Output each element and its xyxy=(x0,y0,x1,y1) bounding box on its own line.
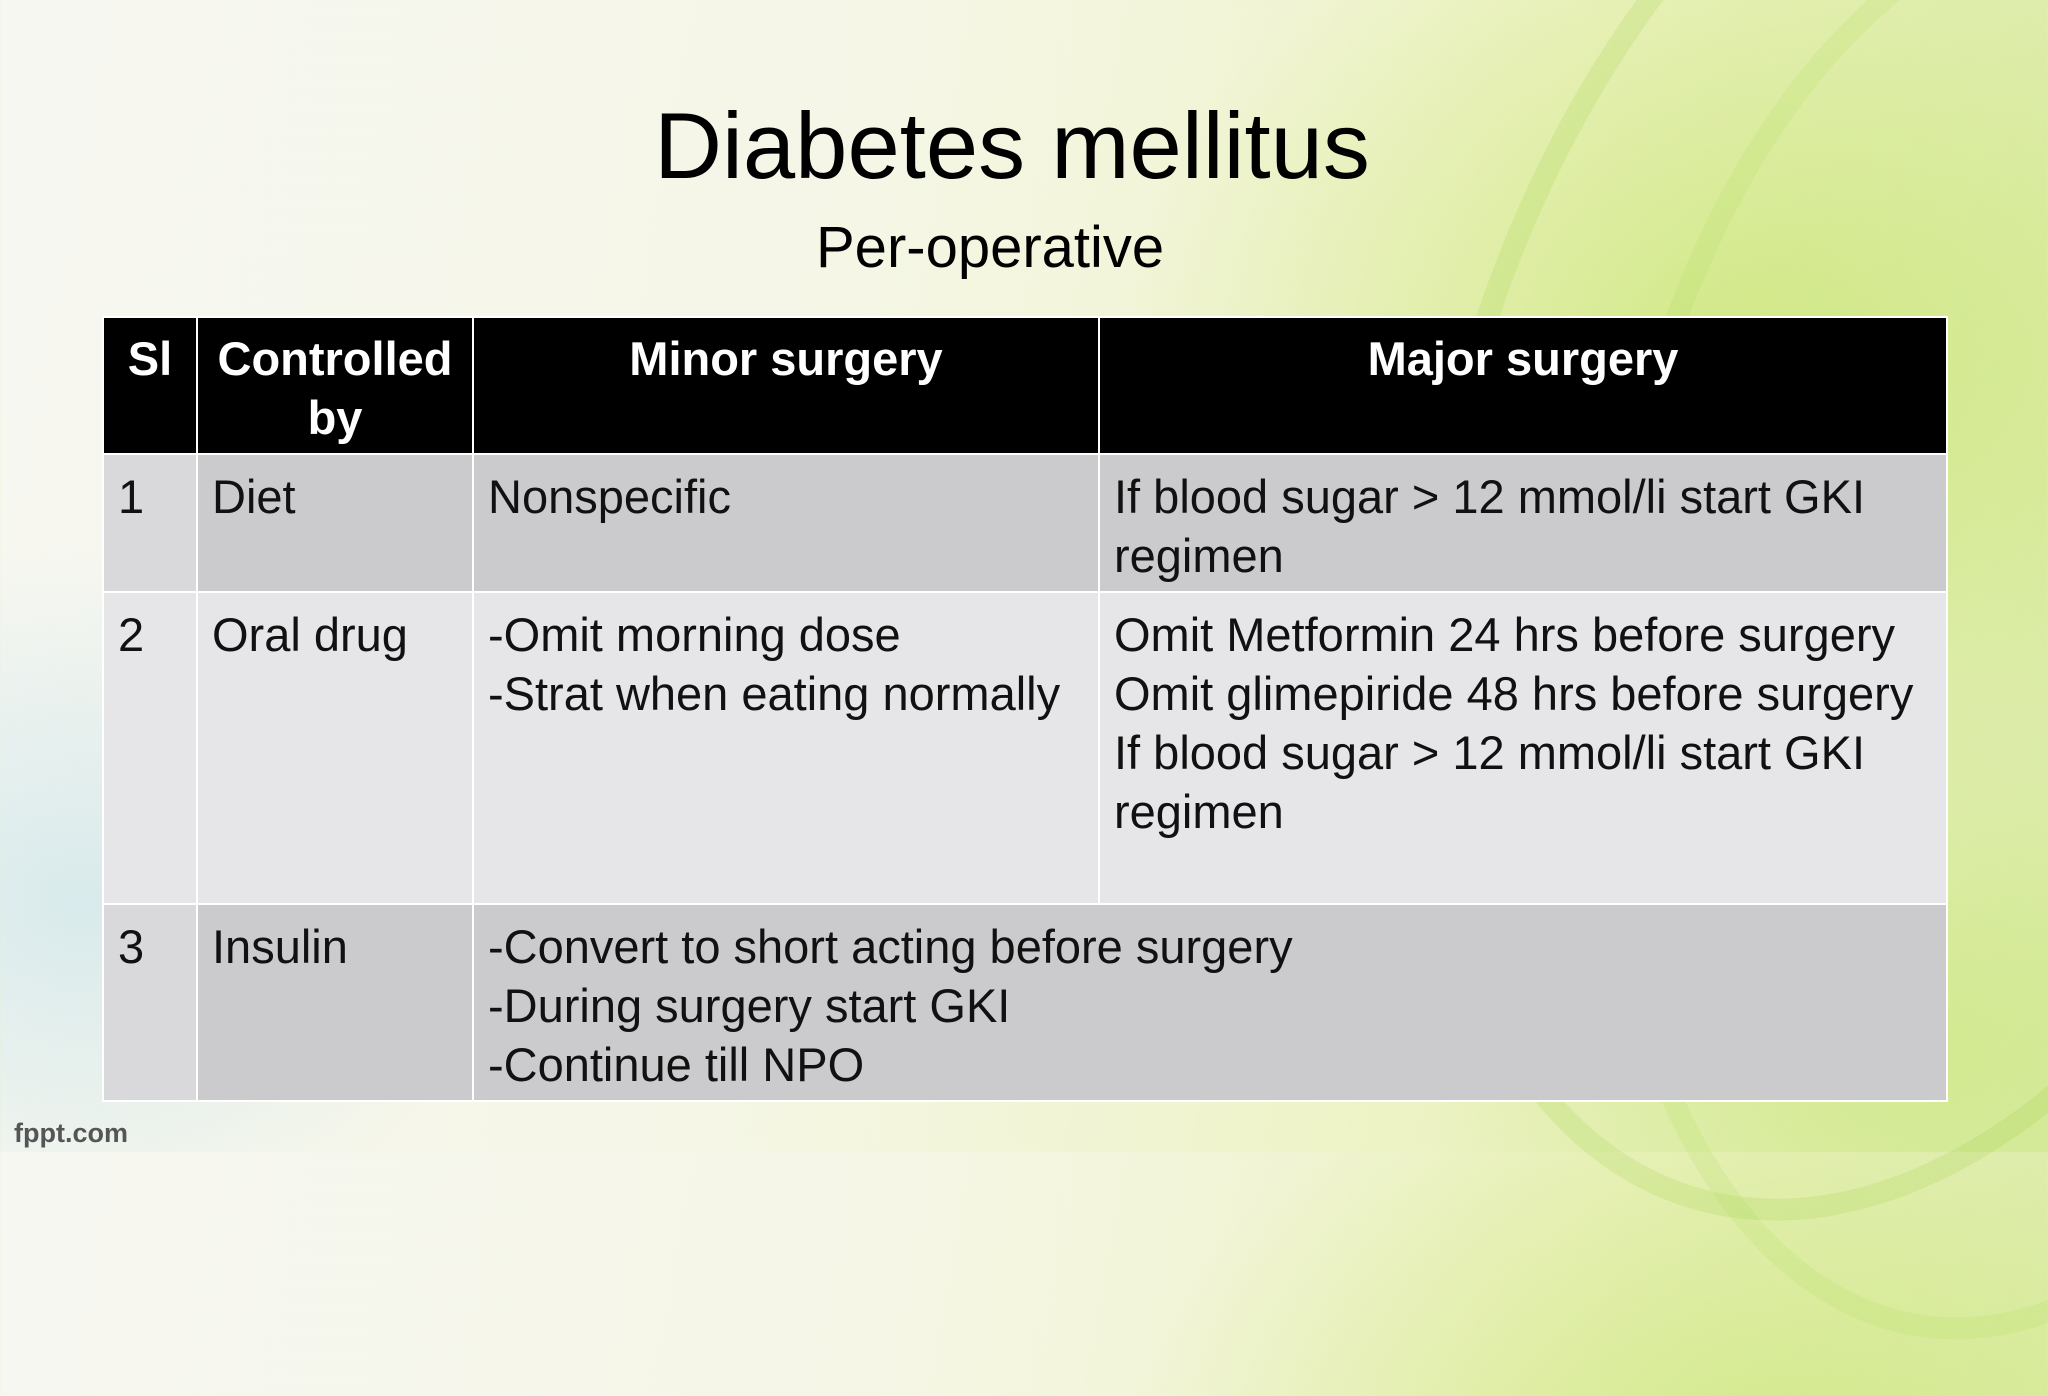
cell-line: -Strat when eating normally xyxy=(488,667,1061,720)
table-row: 3 Insulin -Convert to short acting befor… xyxy=(102,903,1948,1102)
header-major-surgery: Major surgery xyxy=(1098,316,1948,455)
cell-minor-surgery: Nonspecific xyxy=(472,453,1100,593)
table-header-row: Sl Controlled by Minor surgery Major sur… xyxy=(102,316,1948,455)
cell-sl: 2 xyxy=(102,591,198,905)
cell-sl: 3 xyxy=(102,903,198,1102)
table-row: 1 Diet Nonspecific If blood sugar > 12 m… xyxy=(102,453,1948,593)
cell-major-surgery: Omit Metformin 24 hrs before surgery Omi… xyxy=(1098,591,1948,905)
cell-line: Omit glimepiride 48 hrs before surgery xyxy=(1114,667,1914,720)
footer-brand: fppt.com xyxy=(14,1118,128,1148)
cell-controlled-by: Insulin xyxy=(196,903,474,1102)
cell-minor-surgery: -Omit morning dose -Strat when eating no… xyxy=(472,591,1100,905)
cell-line: Nonspecific xyxy=(488,470,731,523)
cell-line: If blood sugar > 12 mmol/li start GKI re… xyxy=(1114,470,1866,582)
cell-line: If blood sugar > 12 mmol/li start GKI re… xyxy=(1114,726,1866,838)
cell-line: -During surgery start GKI xyxy=(488,979,1011,1032)
header-sl: Sl xyxy=(102,316,198,455)
cell-line: -Omit morning dose xyxy=(488,608,901,661)
cell-line: -Convert to short acting before surgery xyxy=(488,920,1293,973)
table-row: 2 Oral drug -Omit morning dose -Strat wh… xyxy=(102,591,1948,905)
surgery-table: Sl Controlled by Minor surgery Major sur… xyxy=(102,316,1948,1102)
cell-controlled-by: Oral drug xyxy=(196,591,474,905)
header-minor-surgery: Minor surgery xyxy=(472,316,1100,455)
slide-title: Diabetes mellitus xyxy=(654,93,1370,198)
cell-combined-surgery: -Convert to short acting before surgery … xyxy=(472,903,1948,1102)
cell-line: -Continue till NPO xyxy=(488,1038,865,1091)
cell-major-surgery: If blood sugar > 12 mmol/li start GKI re… xyxy=(1098,453,1948,593)
cell-line: Omit Metformin 24 hrs before surgery xyxy=(1114,608,1895,661)
header-controlled-by: Controlled by xyxy=(196,316,474,455)
cell-sl: 1 xyxy=(102,453,198,593)
slide-subtitle: Per-operative xyxy=(816,215,1165,280)
cell-controlled-by: Diet xyxy=(196,453,474,593)
